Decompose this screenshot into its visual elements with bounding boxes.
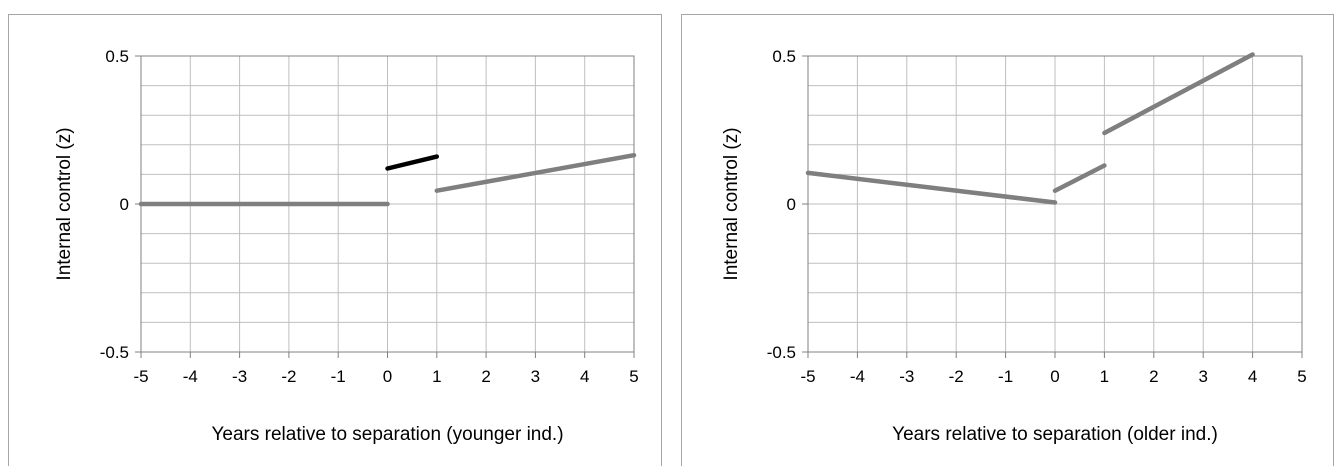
chart-1-x-tick-label: -3 <box>232 367 247 386</box>
chart-2-y-tick-label: -0.5 <box>767 343 796 362</box>
chart-1-x-tick-label: 5 <box>629 367 638 386</box>
chart-2-y-tick-label: 0.5 <box>772 47 796 66</box>
chart-1-x-tick-label: 0 <box>383 367 392 386</box>
chart-1-x-tick-label: -4 <box>183 367 198 386</box>
chart-2-series-line <box>805 170 1058 205</box>
chart-1-series-line <box>385 154 440 171</box>
chart-2-y-tick-label: 0 <box>787 195 796 214</box>
chart-2-x-tick-label: -5 <box>800 367 815 386</box>
chart-1-panel-frame <box>8 14 662 466</box>
chart-2-panel-frame <box>681 14 1334 466</box>
chart-1-x-tick-label: 3 <box>531 367 540 386</box>
chart-1-x-tick-label: -1 <box>331 367 346 386</box>
chart-2-x-tick-label: 2 <box>1149 367 1158 386</box>
chart-2-y-axis-title: Internal control (z) <box>721 127 742 280</box>
chart-1-x-tick-label: 2 <box>481 367 490 386</box>
chart-2-x-axis-title: Years relative to separation (older ind.… <box>892 424 1218 445</box>
chart-1-y-axis-title: Internal control (z) <box>54 127 75 280</box>
chart-1-x-tick-label: -2 <box>281 367 296 386</box>
chart-2-series-line <box>1102 52 1255 136</box>
chart-2-x-tick-label: -3 <box>899 367 914 386</box>
chart-1-series-line <box>434 152 637 193</box>
chart-2-x-tick-label: 3 <box>1198 367 1207 386</box>
chart-2-x-tick-label: -4 <box>850 367 865 386</box>
chart-1-x-tick-label: -5 <box>133 367 148 386</box>
chart-2-x-tick-label: 0 <box>1050 367 1059 386</box>
chart-2-x-tick-label: 1 <box>1100 367 1109 386</box>
chart-1-y-tick-label: 0 <box>120 195 129 214</box>
chart-2-x-tick-label: 4 <box>1248 367 1257 386</box>
chart-2-x-tick-label: 5 <box>1297 367 1306 386</box>
chart-1-y-tick-label: -0.5 <box>100 343 129 362</box>
chart-1-x-tick-label: 1 <box>432 367 441 386</box>
chart-2-series-line <box>1052 163 1107 193</box>
chart-1-y-tick-label: 0.5 <box>105 47 129 66</box>
chart-2-x-tick-label: -1 <box>998 367 1013 386</box>
chart-1-x-axis-title: Years relative to separation (younger in… <box>211 424 563 445</box>
chart-2-x-tick-label: -2 <box>949 367 964 386</box>
chart-1-x-tick-label: 4 <box>580 367 589 386</box>
